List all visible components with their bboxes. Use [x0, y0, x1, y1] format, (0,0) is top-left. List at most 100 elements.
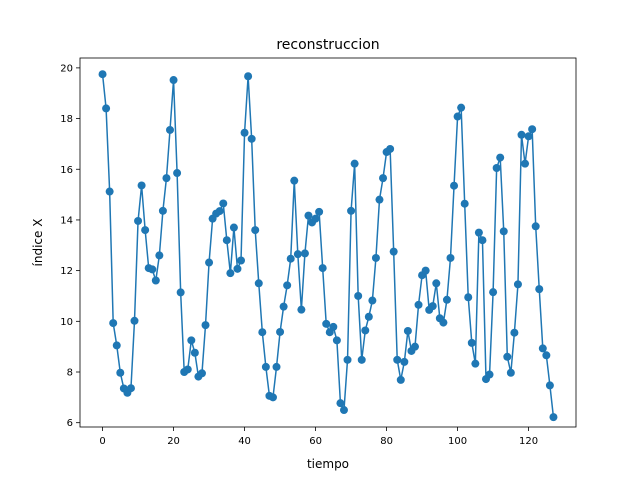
data-point: [379, 174, 388, 183]
data-point: [521, 159, 530, 168]
data-point: [187, 336, 196, 345]
data-point: [169, 76, 178, 85]
series-layer: [98, 70, 558, 422]
data-point: [233, 264, 242, 273]
data-point: [148, 265, 157, 274]
y-tick-label: 12: [60, 266, 73, 277]
data-point: [350, 159, 359, 168]
axes-layer: 0 20 40 60 80 100 120 6 8 10 12 14 16 18 20: [60, 63, 538, 447]
data-point: [517, 130, 526, 139]
chart-title: reconstruccion: [276, 37, 379, 53]
data-point: [254, 279, 263, 288]
data-point: [311, 214, 320, 223]
data-point: [134, 216, 143, 225]
data-point: [489, 288, 498, 297]
data-point: [545, 381, 554, 390]
data-point: [176, 288, 185, 297]
data-point: [297, 305, 306, 314]
data-point: [98, 70, 107, 79]
data-point: [347, 206, 356, 215]
data-point: [261, 362, 270, 371]
y-tick-label: 16: [60, 165, 73, 176]
data-point: [300, 249, 309, 258]
y-tick-label: 20: [60, 63, 73, 74]
y-tick-label: 6: [67, 418, 73, 429]
data-point: [137, 181, 146, 190]
data-point: [283, 281, 292, 290]
y-tick-label: 14: [60, 215, 73, 226]
x-axis-label: tiempo: [307, 457, 349, 471]
data-point: [361, 326, 370, 335]
data-point: [141, 226, 150, 235]
data-point: [453, 112, 462, 121]
x-tick-label: 40: [238, 436, 251, 447]
data-point: [432, 279, 441, 288]
data-point: [102, 104, 111, 113]
data-point: [368, 296, 377, 305]
data-point: [357, 355, 366, 364]
x-tick-label: 120: [519, 436, 538, 447]
y-axis-label: índice X: [31, 219, 45, 267]
data-point: [279, 302, 288, 311]
data-point: [244, 72, 253, 81]
data-point: [332, 336, 341, 345]
data-point: [201, 321, 210, 330]
data-point: [229, 223, 238, 232]
data-point: [272, 362, 281, 371]
data-point: [400, 357, 409, 366]
y-tick-label: 18: [60, 114, 73, 125]
data-point: [499, 227, 508, 236]
x-tick-label: 20: [167, 436, 180, 447]
data-point: [460, 199, 469, 208]
data-point: [215, 207, 224, 216]
data-point: [268, 393, 277, 402]
data-point: [162, 174, 171, 183]
data-point: [535, 285, 544, 294]
data-point: [116, 368, 125, 377]
data-point: [478, 236, 487, 245]
data-point: [240, 128, 249, 137]
data-point: [528, 125, 537, 134]
data-point: [467, 338, 476, 347]
data-point: [290, 176, 299, 185]
data-point: [371, 253, 380, 262]
data-point: [375, 195, 384, 204]
data-point: [403, 326, 412, 335]
data-point: [510, 328, 519, 337]
data-point: [247, 134, 256, 143]
data-point: [190, 348, 199, 357]
data-point: [457, 103, 466, 112]
data-point: [428, 302, 437, 311]
series-line: [101, 74, 555, 418]
data-point: [219, 199, 228, 208]
data-point: [112, 341, 121, 350]
data-point: [389, 247, 398, 256]
data-point: [396, 375, 405, 384]
data-point: [410, 342, 419, 351]
data-point: [386, 144, 395, 153]
plot-frame: [79, 57, 577, 428]
data-point: [318, 264, 327, 273]
data-point: [109, 319, 118, 328]
data-point: [173, 169, 182, 178]
data-point: [538, 344, 547, 353]
data-point: [205, 258, 214, 267]
data-point: [474, 228, 483, 237]
y-tick-label: 10: [60, 317, 73, 328]
x-tick-label: 0: [99, 436, 105, 447]
data-point: [450, 181, 459, 190]
data-point: [276, 327, 285, 336]
data-point: [293, 250, 302, 259]
data-point: [222, 236, 231, 245]
data-point: [322, 319, 331, 328]
data-point: [251, 226, 260, 235]
data-point: [503, 352, 512, 361]
y-tick-label: 8: [67, 368, 73, 379]
data-point: [471, 359, 480, 368]
data-point: [354, 291, 363, 300]
x-tick-label: 60: [309, 436, 322, 447]
data-point: [496, 153, 505, 162]
data-point: [524, 132, 533, 141]
data-point: [414, 300, 423, 309]
data-point: [492, 163, 501, 172]
